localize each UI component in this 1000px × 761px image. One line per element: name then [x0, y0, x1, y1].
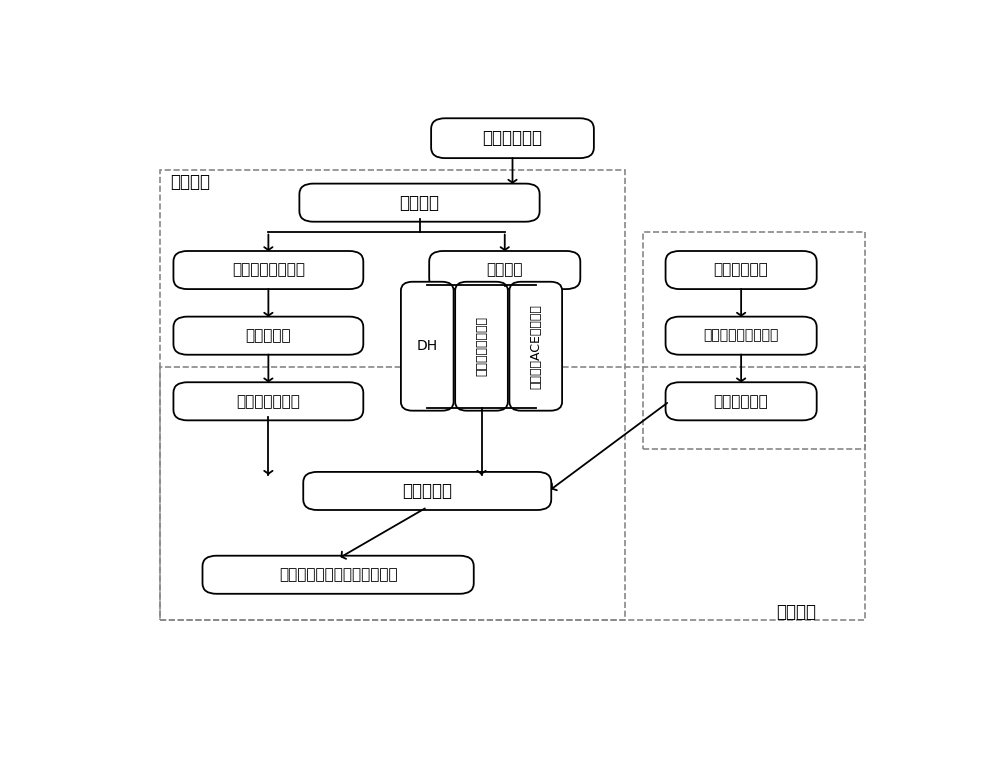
Text: 模型的建立: 模型的建立 [402, 482, 452, 500]
Text: 校正过程: 校正过程 [170, 174, 210, 191]
Bar [643, 232, 865, 449]
Text: DH: DH [417, 339, 438, 353]
Bar [160, 170, 625, 620]
Text: 预测过程: 预测过程 [776, 603, 816, 621]
Text: 醂解过程的原位实时在线预测: 醂解过程的原位实时在线预测 [279, 567, 397, 582]
FancyBboxPatch shape [202, 556, 474, 594]
FancyBboxPatch shape [509, 282, 562, 411]
Text: 光谱的预处理: 光谱的预处理 [714, 393, 768, 409]
FancyBboxPatch shape [303, 472, 551, 510]
Text: 光谱预处理: 光谱预处理 [246, 328, 291, 343]
Text: 离线分析: 离线分析 [486, 263, 523, 278]
FancyBboxPatch shape [431, 118, 594, 158]
FancyBboxPatch shape [299, 183, 540, 221]
Text: 模型外部实验: 模型外部实验 [714, 263, 768, 278]
FancyBboxPatch shape [666, 382, 817, 420]
FancyBboxPatch shape [173, 251, 363, 289]
Text: 小麦谷胱蛋白: 小麦谷胱蛋白 [482, 129, 542, 147]
FancyBboxPatch shape [429, 251, 580, 289]
FancyBboxPatch shape [455, 282, 508, 411]
FancyBboxPatch shape [401, 282, 454, 411]
Text: 醂解液的多肽浓度: 醂解液的多肽浓度 [475, 317, 488, 376]
FancyBboxPatch shape [173, 382, 363, 420]
FancyBboxPatch shape [666, 251, 817, 289]
Text: 原位实时光谱的采集: 原位实时光谱的采集 [703, 329, 779, 342]
FancyBboxPatch shape [666, 317, 817, 355]
Text: 醂解液的ACE抑制活性: 醂解液的ACE抑制活性 [529, 304, 542, 389]
Bar [160, 367, 865, 620]
Text: 光谱区间的筛选: 光谱区间的筛选 [236, 393, 300, 409]
FancyBboxPatch shape [173, 317, 363, 355]
Text: 进行醂解: 进行醂解 [400, 193, 440, 212]
Text: 原位实时光谱采集: 原位实时光谱采集 [232, 263, 305, 278]
